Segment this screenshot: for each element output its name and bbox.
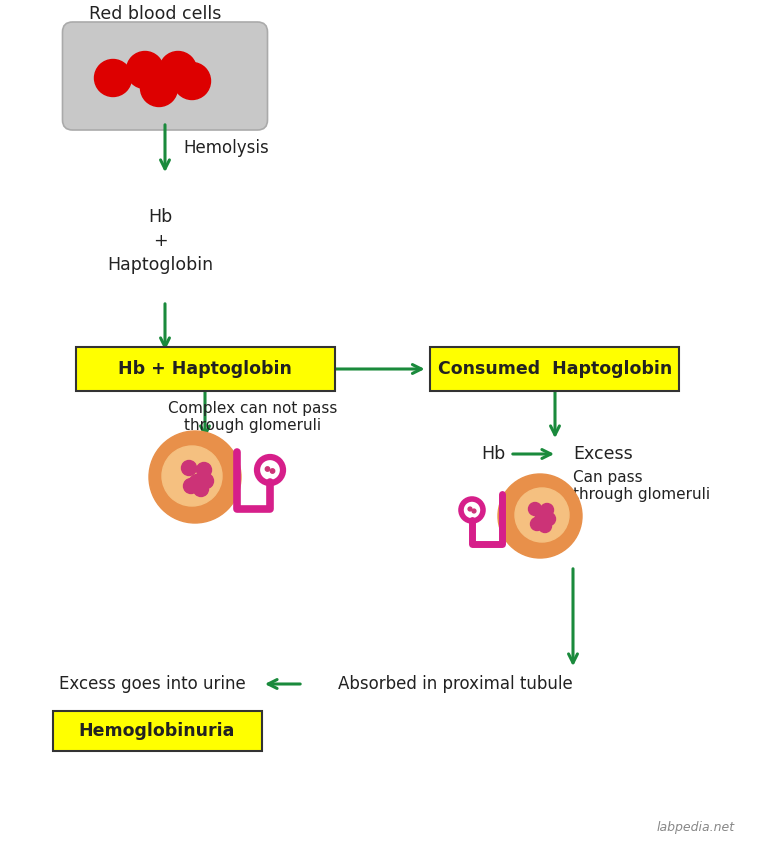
Circle shape: [538, 520, 551, 532]
Text: Can pass
through glomeruli: Can pass through glomeruli: [573, 470, 710, 502]
FancyBboxPatch shape: [431, 347, 680, 391]
Circle shape: [472, 509, 476, 513]
Text: Consumed  Haptoglobin: Consumed Haptoglobin: [438, 360, 672, 378]
Circle shape: [198, 473, 214, 489]
FancyBboxPatch shape: [62, 22, 267, 130]
Circle shape: [542, 513, 555, 526]
Circle shape: [263, 463, 277, 477]
Circle shape: [197, 462, 211, 478]
Circle shape: [174, 62, 210, 99]
Circle shape: [466, 504, 478, 516]
Circle shape: [265, 467, 270, 471]
Text: Hemolysis: Hemolysis: [183, 139, 269, 157]
Circle shape: [181, 461, 197, 475]
Circle shape: [194, 481, 208, 496]
Circle shape: [531, 518, 544, 531]
FancyBboxPatch shape: [75, 347, 335, 391]
Text: labpedia.net: labpedia.net: [657, 821, 735, 834]
Circle shape: [270, 469, 275, 473]
Circle shape: [127, 51, 164, 88]
Circle shape: [515, 488, 569, 542]
Text: Red blood cells: Red blood cells: [89, 5, 221, 23]
Circle shape: [535, 514, 548, 526]
Circle shape: [468, 507, 472, 511]
Circle shape: [149, 431, 241, 523]
Text: Hb
+
Haptoglobin: Hb + Haptoglobin: [107, 208, 213, 274]
Circle shape: [498, 474, 582, 558]
Text: Absorbed in proximal tubule: Absorbed in proximal tubule: [338, 675, 572, 693]
Circle shape: [528, 502, 541, 515]
Circle shape: [541, 503, 554, 516]
Circle shape: [162, 446, 222, 506]
Circle shape: [190, 474, 204, 490]
Text: Hemoglobinuria: Hemoglobinuria: [79, 722, 235, 740]
Text: Excess goes into urine: Excess goes into urine: [58, 675, 245, 693]
Text: Complex can not pass
through glomeruli: Complex can not pass through glomeruli: [168, 401, 338, 433]
Text: Hb + Haptoglobin: Hb + Haptoglobin: [118, 360, 292, 378]
FancyBboxPatch shape: [52, 711, 261, 751]
Text: Excess: Excess: [573, 445, 633, 463]
Circle shape: [94, 60, 131, 97]
Circle shape: [184, 479, 198, 494]
Text: Hb: Hb: [481, 445, 505, 463]
Circle shape: [141, 69, 177, 106]
Circle shape: [160, 51, 197, 88]
